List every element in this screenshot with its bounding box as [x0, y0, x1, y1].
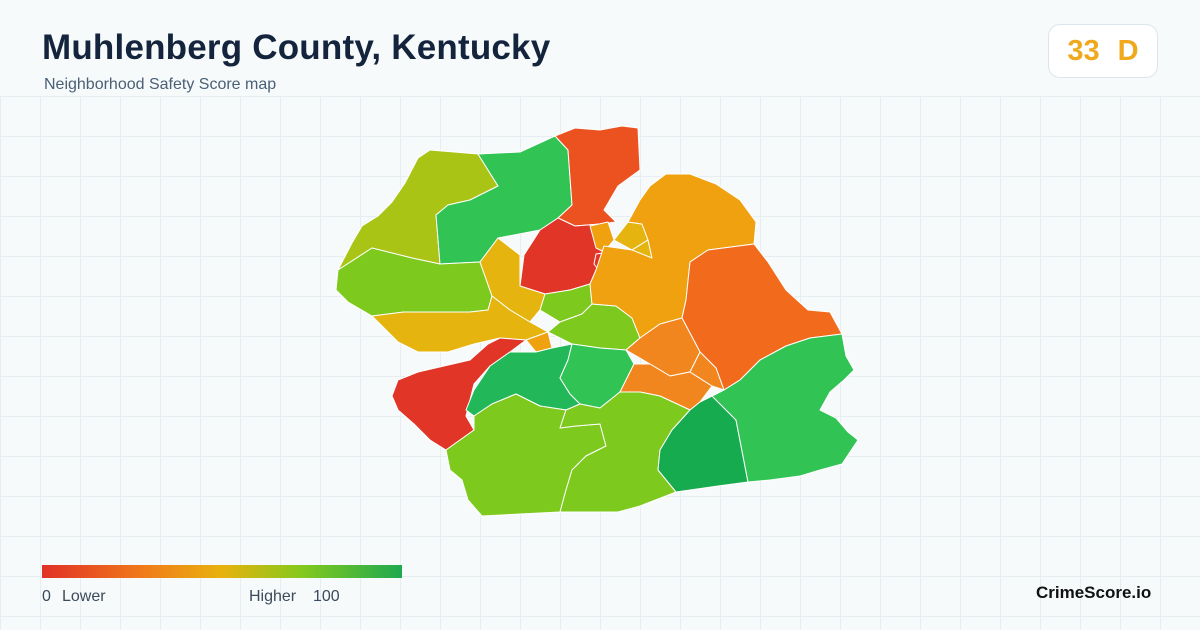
safety-score-value: 33 [1067, 34, 1100, 67]
region-south-center-lime[interactable] [559, 391, 691, 513]
region-southwest-red[interactable] [391, 337, 527, 451]
page-title: Muhlenberg County, Kentucky [42, 28, 551, 67]
legend-high-label: Higher [249, 588, 297, 605]
brand-logo-text: CrimeScore.io [1036, 583, 1152, 602]
region-north-top[interactable] [554, 125, 641, 227]
region-southeast-dark-green[interactable] [657, 395, 749, 493]
safety-score-grade: D [1117, 34, 1139, 67]
region-small-amber[interactable] [589, 221, 615, 253]
legend-low-label: Lower [62, 588, 106, 605]
region-east-green[interactable] [711, 333, 859, 483]
legend-max-label: 100 [313, 588, 340, 605]
region-southeast-orange-3[interactable] [689, 351, 725, 391]
legend-gradient-bar [42, 565, 402, 578]
page-subtitle: Neighborhood Safety Score map [44, 76, 277, 93]
region-northeast-amber[interactable] [589, 173, 757, 339]
safety-score-badge: 33 D [1048, 24, 1158, 78]
legend-min-label: 0 [42, 588, 51, 605]
